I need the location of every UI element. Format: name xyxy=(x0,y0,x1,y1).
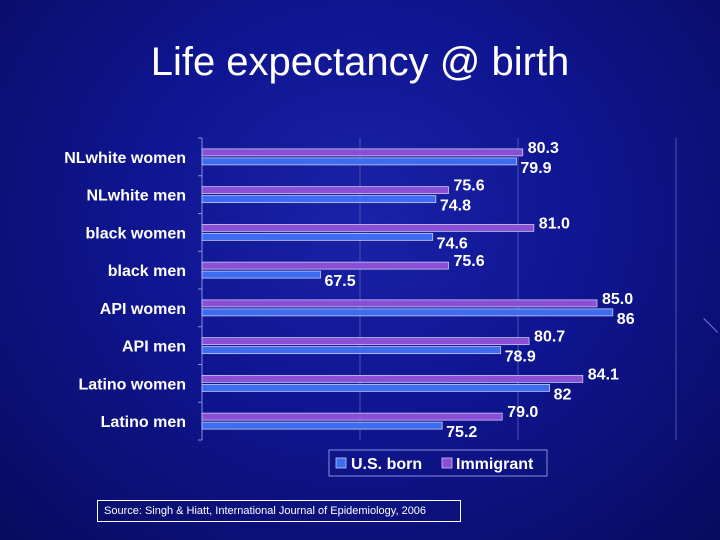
bar-us-born xyxy=(201,421,443,430)
bar-us-born xyxy=(201,383,551,392)
data-label-immigrant: 79.0 xyxy=(507,404,538,421)
legend-swatch-immigrant xyxy=(441,457,453,469)
bar-immigrant xyxy=(201,299,598,308)
data-label-immigrant: 85.0 xyxy=(602,291,633,308)
bar-us-born xyxy=(201,346,502,355)
legend-box xyxy=(328,449,548,477)
category-label: black men xyxy=(108,263,186,280)
bar-immigrant xyxy=(201,337,530,346)
source-citation: Source: Singh & Hiatt, International Jou… xyxy=(97,500,461,522)
data-label-us-born: 74.6 xyxy=(437,235,468,252)
bar-immigrant xyxy=(201,223,535,232)
data-label-us-born: 78.9 xyxy=(505,349,536,366)
data-label-us-born: 86 xyxy=(617,311,635,328)
bar-immigrant xyxy=(201,374,584,383)
data-label-us-born: 67.5 xyxy=(325,273,356,290)
bar-us-born xyxy=(201,157,517,166)
bar-immigrant xyxy=(201,148,524,157)
bar-immigrant xyxy=(201,186,449,195)
data-label-us-born: 82 xyxy=(554,386,572,403)
category-label: NLwhite women xyxy=(64,150,186,167)
bar-us-born xyxy=(201,308,614,317)
slide-title: Life expectancy @ birth xyxy=(150,40,570,84)
data-label-immigrant: 75.6 xyxy=(453,253,484,270)
bar-immigrant xyxy=(201,261,449,270)
data-label-us-born: 74.8 xyxy=(440,198,471,215)
data-label-us-born: 79.9 xyxy=(520,160,551,177)
category-label: Latino men xyxy=(101,414,186,431)
legend-swatch-us-born xyxy=(335,457,347,469)
category-label: Latino women xyxy=(78,376,186,393)
data-label-immigrant: 80.7 xyxy=(534,329,565,346)
data-label-immigrant: 80.3 xyxy=(528,140,559,157)
data-label-immigrant: 81.0 xyxy=(539,215,570,232)
bar-us-born xyxy=(201,232,434,241)
data-label-immigrant: 84.1 xyxy=(588,366,619,383)
bar-us-born xyxy=(201,270,321,279)
category-label: NLwhite men xyxy=(86,188,186,205)
category-label: API women xyxy=(100,301,186,318)
bar-immigrant xyxy=(201,412,503,421)
bar-us-born xyxy=(201,195,437,204)
legend-label-us-born: U.S. born xyxy=(351,456,422,473)
category-label: API men xyxy=(122,339,186,356)
category-label: black women xyxy=(86,225,186,242)
data-label-us-born: 75.2 xyxy=(446,424,477,441)
legend-label-immigrant: Immigrant xyxy=(456,456,534,473)
data-label-immigrant: 75.6 xyxy=(453,178,484,195)
